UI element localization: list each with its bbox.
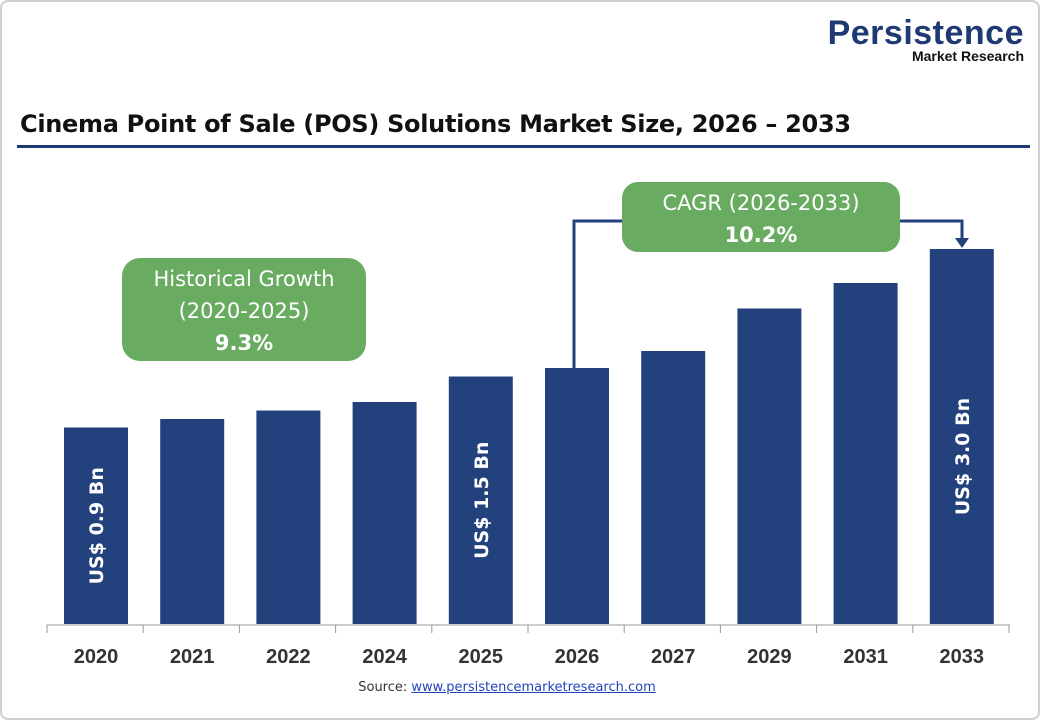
- cagr-callout-line1: CAGR (2026-2033): [662, 191, 859, 215]
- cagr-callout-value: 10.2%: [725, 223, 798, 247]
- source-label: Source:: [358, 680, 408, 695]
- x-tick-label: 2027: [651, 646, 696, 668]
- x-tick-label: 2025: [459, 646, 504, 668]
- bar-2021: [160, 419, 225, 624]
- cagr-callout-box: [622, 182, 900, 252]
- bar-2025: [448, 376, 513, 624]
- bar-2033: [929, 249, 994, 624]
- source-note: Source: www.persistencemarketresearch.co…: [2, 680, 1012, 695]
- title-rule: [17, 145, 1030, 148]
- x-tick-label: 2031: [843, 646, 888, 668]
- bar-2027: [641, 351, 706, 624]
- bar-data-label: US$ 0.9 Bn: [86, 467, 108, 584]
- logo-persistence: Persistence: [827, 14, 1024, 52]
- logo-market-research: Market Research: [911, 48, 1024, 64]
- x-tick-label: 2026: [555, 646, 600, 668]
- bar-2031: [833, 283, 898, 624]
- x-tick-label: 2029: [747, 646, 792, 668]
- chart-title: Cinema Point of Sale (POS) Solutions Mar…: [20, 110, 851, 138]
- x-tick-label: 2020: [74, 646, 119, 668]
- cagr-arrow-head-icon: [955, 238, 969, 248]
- source-link[interactable]: www.persistencemarketresearch.com: [411, 680, 656, 695]
- historical-growth-callout: Historical Growth (2020-2025) 9.3%: [122, 258, 366, 361]
- historical-callout-box: [122, 258, 366, 361]
- historical-callout-line1: Historical Growth: [153, 267, 334, 291]
- x-tick-label: 2021: [170, 646, 215, 668]
- bar-data-label: US$ 1.5 Bn: [471, 442, 493, 559]
- x-tick-label: 2024: [362, 646, 407, 668]
- bar-2022: [256, 410, 321, 624]
- bar-2026: [545, 368, 609, 624]
- historical-callout-line2: (2020-2025): [179, 299, 310, 323]
- cagr-callout: CAGR (2026-2033) 10.2%: [622, 182, 900, 252]
- bar-2029: [737, 308, 802, 624]
- x-tick-label: 2033: [940, 646, 985, 668]
- x-tick-label: 2022: [266, 646, 311, 668]
- bar-2024: [352, 402, 417, 624]
- historical-callout-value: 9.3%: [215, 331, 273, 355]
- bar-2020: [64, 427, 128, 624]
- bar-data-label: US$ 3.0 Bn: [952, 398, 974, 515]
